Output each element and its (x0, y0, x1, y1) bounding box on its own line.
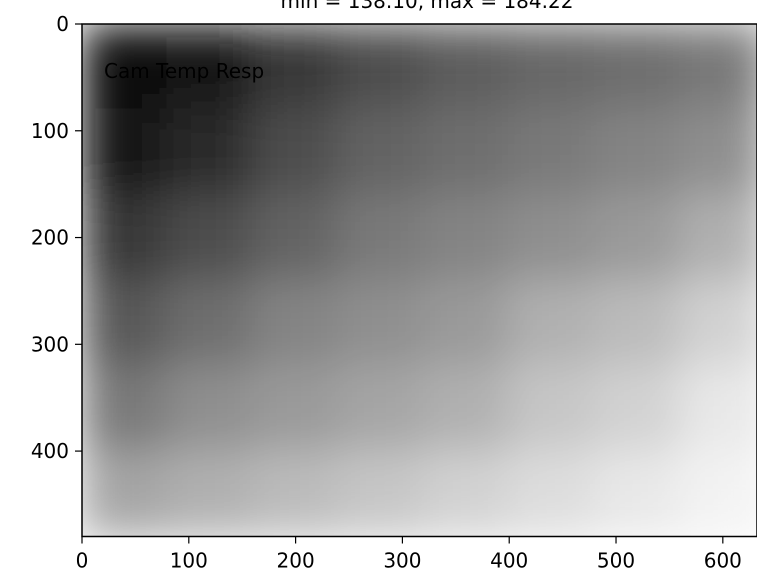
pixel-cell (166, 24, 254, 111)
image (82, 24, 757, 537)
pixel-cell (593, 193, 682, 282)
pixel-cell (422, 108, 511, 196)
pixel-cell (251, 24, 340, 111)
pixel-cell (508, 279, 596, 367)
y-tick-label: 200 (31, 226, 69, 250)
pixel-cell (593, 24, 682, 111)
pixel-cell (679, 108, 757, 196)
pixel-cell (593, 364, 682, 453)
pixel-cell (679, 364, 757, 453)
pixel-cell (508, 193, 596, 282)
y-tick-label: 100 (31, 119, 69, 143)
x-tick-label: 200 (277, 549, 315, 573)
pixel-cell (82, 364, 169, 453)
x-tick-label: 500 (597, 549, 635, 573)
pixel-cell (166, 279, 254, 367)
pixel-cell (337, 108, 425, 196)
pixel-cell (593, 279, 682, 367)
x-tick-label: 400 (490, 549, 528, 573)
pixel-cell (82, 108, 169, 196)
pixel-cell (593, 108, 682, 196)
pixel-cell (508, 364, 596, 453)
pixel-cell (508, 24, 596, 111)
pixel-cell (593, 450, 682, 537)
pixel-cell (679, 24, 757, 111)
pixel-cell (251, 364, 340, 453)
pixel-cell (251, 193, 340, 282)
pixel-cell (337, 364, 425, 453)
pixel-cell (166, 450, 254, 537)
x-tick-label: 300 (383, 549, 421, 573)
y-tick-label: 300 (31, 332, 69, 356)
pixel-cell (422, 450, 511, 537)
pixel-cell (166, 108, 254, 196)
pixel-cell (422, 24, 511, 111)
y-tick-label: 0 (56, 12, 69, 36)
pixel-cell (251, 450, 340, 537)
pixel-cell (251, 108, 340, 196)
chart-title: min = 138.10, max = 184.22 (281, 0, 574, 13)
pixel-cell (508, 108, 596, 196)
pixel-cell (82, 24, 169, 111)
pixel-cell (166, 193, 254, 282)
x-tick-label: 600 (704, 549, 742, 573)
pixel-cell (679, 193, 757, 282)
pixel-cell (422, 364, 511, 453)
pixel-cell (679, 279, 757, 367)
axes: 0 100 200 300 400 500 600 0 100 200 300 400 (31, 12, 757, 573)
pixel-cell (166, 364, 254, 453)
pixel-cell (337, 279, 425, 367)
pixel-cell (337, 450, 425, 537)
pixel-cell (82, 193, 169, 282)
pixel-cell (337, 193, 425, 282)
x-tick-label: 0 (76, 549, 89, 573)
y-tick-label: 400 (31, 439, 69, 463)
pixel-cell (82, 279, 169, 367)
pixel-cell (508, 450, 596, 537)
plot-frame (81, 23, 757, 538)
pixel-cell (82, 450, 169, 537)
pixel-cell (251, 279, 340, 367)
pixel-cell (422, 193, 511, 282)
pixel-cell (337, 24, 425, 111)
pixel-cell (422, 279, 511, 367)
pixel-cell (679, 450, 757, 537)
annotation: Cam Temp Resp (104, 59, 264, 83)
x-tick-label: 100 (170, 549, 208, 573)
image-area (82, 24, 757, 537)
